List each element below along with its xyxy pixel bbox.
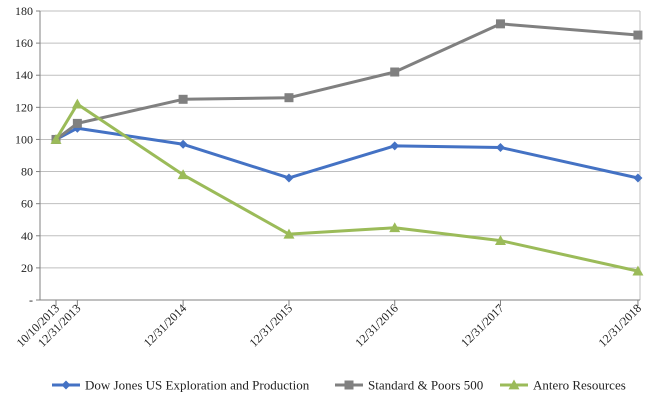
data-point xyxy=(632,265,644,276)
y-tick-label: 180 xyxy=(15,4,33,18)
series-1 xyxy=(51,19,643,144)
data-point xyxy=(71,98,83,109)
y-tick-label: 140 xyxy=(15,68,33,82)
series-0 xyxy=(51,123,643,183)
data-point xyxy=(633,173,643,183)
axes: -2040608010012014016018010/10/201312/31/… xyxy=(14,4,645,350)
data-point xyxy=(495,142,505,152)
y-tick-label: - xyxy=(29,293,33,307)
y-tick-label: 40 xyxy=(21,229,33,243)
legend-entry: Antero Resources xyxy=(500,378,626,393)
legend: Dow Jones US Exploration and Production S… xyxy=(52,378,626,393)
series-layer xyxy=(50,19,644,276)
series-line xyxy=(54,102,639,273)
data-point xyxy=(72,118,82,128)
legend-marker xyxy=(61,380,71,390)
data-point xyxy=(495,19,505,29)
legend-entry: Standard & Poors 500 xyxy=(335,378,483,393)
x-tick-label: 12/31/2018 xyxy=(596,301,645,350)
x-tick-label: 12/31/2014 xyxy=(141,301,190,350)
legend-label: Standard & Poors 500 xyxy=(368,378,483,393)
series-2 xyxy=(50,98,644,276)
data-point xyxy=(494,235,506,245)
data-point xyxy=(177,169,189,180)
y-tick-label: 80 xyxy=(21,165,33,179)
y-tick-label: 120 xyxy=(15,100,33,114)
data-point xyxy=(178,94,188,104)
legend-entry: Dow Jones US Exploration and Production xyxy=(52,378,310,393)
series-line xyxy=(55,126,639,180)
data-point xyxy=(178,139,188,149)
x-tick-label: 12/31/2017 xyxy=(458,301,507,350)
data-point xyxy=(389,222,401,233)
y-tick-label: 60 xyxy=(21,197,33,211)
data-point xyxy=(284,173,294,183)
data-point xyxy=(50,133,62,144)
legend-marker xyxy=(508,379,520,390)
x-tick-label: 12/31/2015 xyxy=(247,301,296,350)
y-tick-label: 100 xyxy=(15,132,33,146)
data-point xyxy=(284,93,294,103)
data-point xyxy=(390,141,400,151)
y-tick-label: 160 xyxy=(15,36,33,50)
legend-marker xyxy=(344,380,354,390)
x-tick-label: 12/31/2016 xyxy=(352,301,401,350)
y-tick-label: 20 xyxy=(21,261,33,275)
series-line xyxy=(55,22,639,141)
legend-label: Antero Resources xyxy=(533,378,626,393)
data-point xyxy=(390,67,400,77)
legend-label: Dow Jones US Exploration and Production xyxy=(85,378,310,393)
data-point xyxy=(283,228,295,239)
data-point xyxy=(633,30,643,40)
grid xyxy=(40,10,641,300)
